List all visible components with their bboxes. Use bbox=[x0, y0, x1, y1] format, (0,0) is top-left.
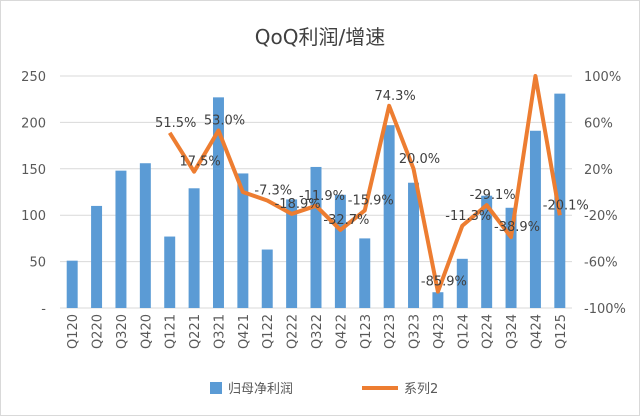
y-right-tick-label: 60% bbox=[584, 116, 613, 131]
bar bbox=[115, 170, 127, 308]
data-label: -38.9% bbox=[494, 220, 540, 235]
bar bbox=[164, 236, 176, 308]
chart-title: QoQ利润/增速 bbox=[255, 25, 385, 49]
x-tick-label: Q123 bbox=[359, 314, 374, 349]
bar bbox=[286, 199, 298, 308]
y-right-tick-label: -60% bbox=[584, 256, 618, 271]
bar bbox=[481, 195, 493, 308]
y-right-tick-label: 100% bbox=[584, 70, 621, 85]
bar bbox=[456, 258, 468, 308]
data-label: -15.9% bbox=[348, 193, 394, 208]
y-left-tick-label: 200 bbox=[21, 116, 46, 131]
data-label: -11.9% bbox=[299, 189, 345, 204]
y-left-tick-label: - bbox=[41, 302, 46, 317]
bar-series bbox=[66, 93, 566, 309]
x-tick-label: Q424 bbox=[529, 314, 544, 349]
bar bbox=[505, 207, 517, 308]
axes: - 50 100 150 200 250 -100% -60% -20% 20% 60% 100% Q1… bbox=[21, 70, 626, 349]
bar bbox=[212, 97, 224, 309]
data-labels: 51.5% 17.5% 53.0% -7.3%-18.9%-11.9% -32.7% -1… bbox=[155, 89, 589, 290]
x-tick-label: Q423 bbox=[432, 314, 447, 349]
y-left-tick-label: 50 bbox=[29, 256, 46, 271]
data-label: -18.9% bbox=[275, 197, 321, 212]
data-label: -32.7% bbox=[323, 213, 369, 228]
series-line bbox=[168, 74, 562, 294]
bar bbox=[66, 260, 78, 308]
data-label: -29.1% bbox=[470, 188, 516, 203]
x-tick-label: Q125 bbox=[554, 314, 569, 349]
x-tick-label: Q323 bbox=[408, 314, 423, 349]
x-tick-label: Q322 bbox=[310, 314, 325, 349]
x-tick-label: Q120 bbox=[66, 314, 81, 349]
data-label: -7.3% bbox=[254, 183, 292, 198]
bar bbox=[359, 238, 371, 308]
x-tick-label: Q220 bbox=[91, 314, 106, 349]
x-tick-label: Q124 bbox=[456, 314, 471, 349]
line-series bbox=[168, 74, 562, 294]
x-tick-label: Q221 bbox=[188, 314, 203, 349]
y-left-tick-label: 100 bbox=[21, 209, 46, 224]
y-right-tick-label: -20% bbox=[584, 209, 618, 224]
x-tick-label: Q222 bbox=[286, 314, 301, 349]
bar bbox=[261, 249, 273, 308]
y-right-tick-label: 20% bbox=[584, 163, 613, 178]
data-label: 17.5% bbox=[179, 155, 220, 170]
bar bbox=[188, 188, 200, 308]
data-label: -20.1% bbox=[543, 198, 589, 213]
x-tick-label: Q224 bbox=[481, 314, 496, 349]
y-left-tick-label: 150 bbox=[21, 163, 46, 178]
y-right-tick-label: -100% bbox=[584, 302, 626, 317]
legend-label: 归母净利润 bbox=[228, 382, 293, 397]
bar bbox=[237, 173, 249, 308]
bar bbox=[310, 166, 322, 308]
x-tick-label: Q320 bbox=[115, 314, 130, 349]
bar bbox=[432, 292, 444, 308]
bar bbox=[408, 182, 420, 308]
bar bbox=[383, 125, 395, 309]
legend-label: 系列2 bbox=[404, 382, 438, 397]
x-tick-label: Q321 bbox=[212, 314, 227, 349]
bar bbox=[554, 93, 566, 309]
x-tick-label: Q420 bbox=[139, 314, 154, 349]
data-label: -85.9% bbox=[421, 275, 467, 290]
data-label: 51.5% bbox=[155, 116, 196, 131]
x-tick-label: Q121 bbox=[164, 314, 179, 349]
bar bbox=[139, 163, 151, 308]
legend-swatch-bar bbox=[210, 382, 222, 394]
legend: 归母净利润 系列2 bbox=[210, 382, 438, 397]
data-label: -11.3% bbox=[445, 209, 491, 224]
data-label: 53.0% bbox=[204, 114, 245, 129]
y-left-tick-label: 250 bbox=[21, 70, 46, 85]
bar bbox=[91, 205, 103, 308]
data-label: 74.3% bbox=[374, 89, 415, 104]
data-label: 20.0% bbox=[399, 152, 440, 167]
bar bbox=[334, 194, 346, 308]
x-tick-label: Q324 bbox=[505, 314, 520, 349]
bar bbox=[529, 130, 541, 308]
x-tick-label: Q422 bbox=[334, 314, 349, 349]
x-tick-label: Q421 bbox=[237, 314, 252, 349]
x-tick-label: Q122 bbox=[261, 314, 276, 349]
x-tick-label: Q223 bbox=[383, 314, 398, 349]
